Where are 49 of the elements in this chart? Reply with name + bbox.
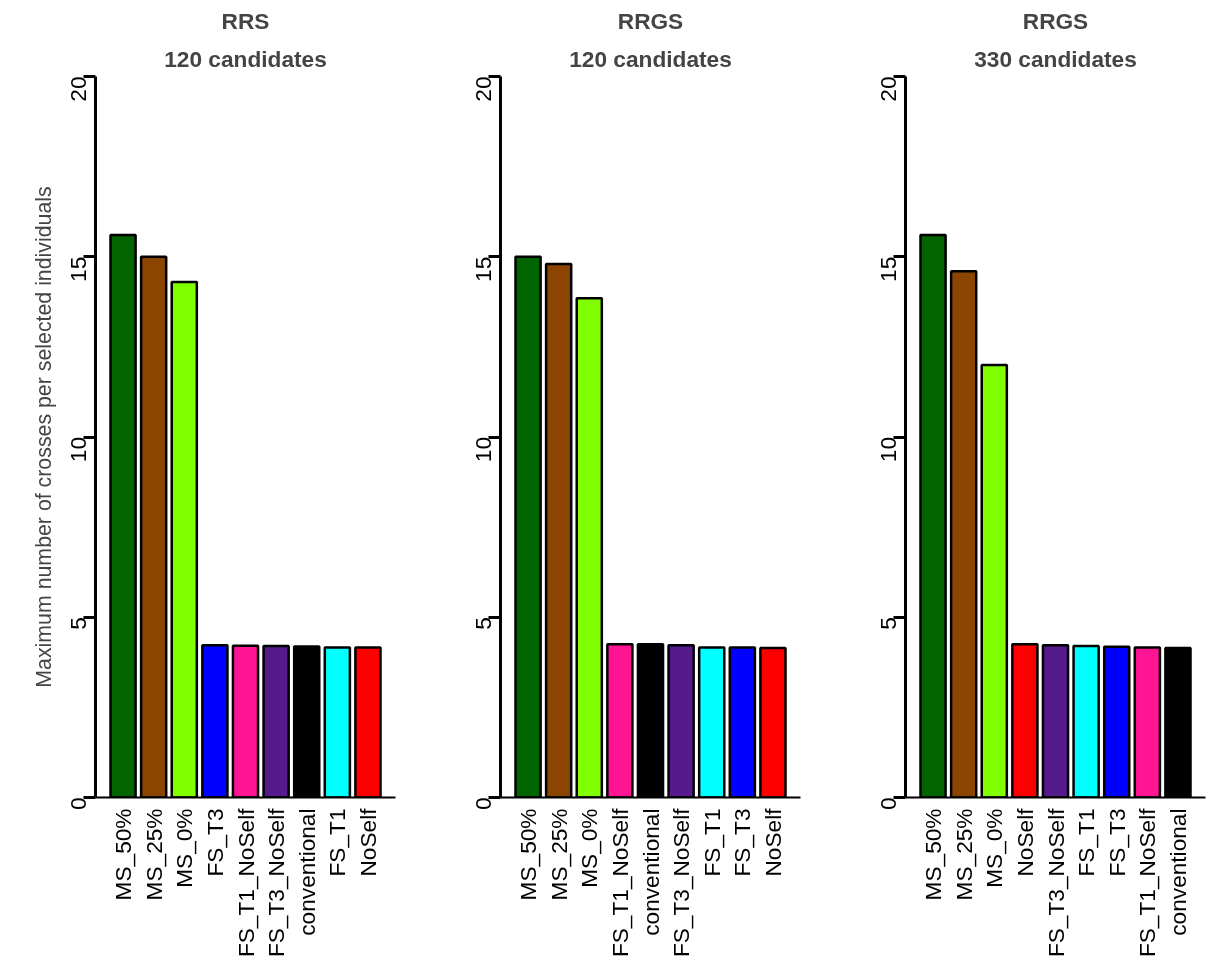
y-tick-label: 20 <box>65 76 91 102</box>
y-tick-label: 20 <box>470 76 496 102</box>
x-tick-label: MS_0% <box>171 808 198 888</box>
x-tick-label: FS_T1 <box>1073 808 1100 877</box>
x-tick-label: NoSelf <box>354 807 381 877</box>
chart-subtitle: 330 candidates <box>974 45 1137 72</box>
chart-subtitle: 120 candidates <box>569 45 732 72</box>
x-tick-label: FS_T3 <box>1103 808 1130 877</box>
y-tick-label: 5 <box>875 617 901 630</box>
x-tick-label: FS_T3_NoSelf <box>668 807 695 958</box>
x-tick-label: conventional <box>293 808 320 936</box>
chart-title: RRS <box>221 7 270 34</box>
x-tick-label: MS_25% <box>950 808 977 901</box>
x-tick-label: FS_T3_NoSelf <box>263 807 290 958</box>
x-tick-label: FS_T3_NoSelf <box>1042 807 1069 958</box>
y-tick-label: 0 <box>470 797 496 811</box>
y-tick-label: 0 <box>875 797 901 811</box>
x-tick-label: MS_25% <box>140 808 167 901</box>
x-tick-label: NoSelf <box>1011 807 1038 877</box>
x-tick-label: FS_T1_NoSelf <box>1134 807 1161 958</box>
x-tick-label: MS_0% <box>981 808 1008 888</box>
chart-title: RRGS <box>617 7 684 34</box>
y-tick-label: 15 <box>65 256 91 282</box>
x-tick-label: NoSelf <box>759 807 786 877</box>
chart-title: RRGS <box>1022 7 1089 34</box>
x-tick-label: conventional <box>1164 808 1191 936</box>
chart-subtitle: 120 candidates <box>164 45 327 72</box>
y-tick-label: 15 <box>470 256 496 282</box>
y-tick-label: 5 <box>470 617 496 630</box>
x-tick-label: FS_T1 <box>324 808 351 877</box>
x-tick-label: FS_T3 <box>729 808 756 877</box>
y-axis-title: Maximum number of crosses per selected individuals <box>31 186 56 688</box>
x-tick-label: FS_T1_NoSelf <box>232 807 259 958</box>
x-tick-label: FS_T3 <box>201 808 228 877</box>
x-tick-label: MS_0% <box>576 808 603 888</box>
x-tick-label: FS_T1 <box>698 808 725 877</box>
y-tick-label: 10 <box>470 437 496 463</box>
x-tick-label: MS_50% <box>110 808 137 901</box>
x-tick-label: FS_T1_NoSelf <box>606 807 633 958</box>
x-tick-label: MS_50% <box>920 808 947 901</box>
x-tick-label: MS_50% <box>515 808 542 901</box>
y-tick-label: 20 <box>875 76 901 102</box>
x-tick-label: MS_25% <box>545 808 572 901</box>
y-tick-label: 10 <box>875 437 901 463</box>
y-tick-label: 0 <box>65 797 91 811</box>
y-tick-label: 15 <box>875 256 901 282</box>
y-tick-label: 10 <box>65 437 91 463</box>
x-tick-label: conventional <box>637 808 664 936</box>
y-tick-label: 5 <box>65 617 91 630</box>
